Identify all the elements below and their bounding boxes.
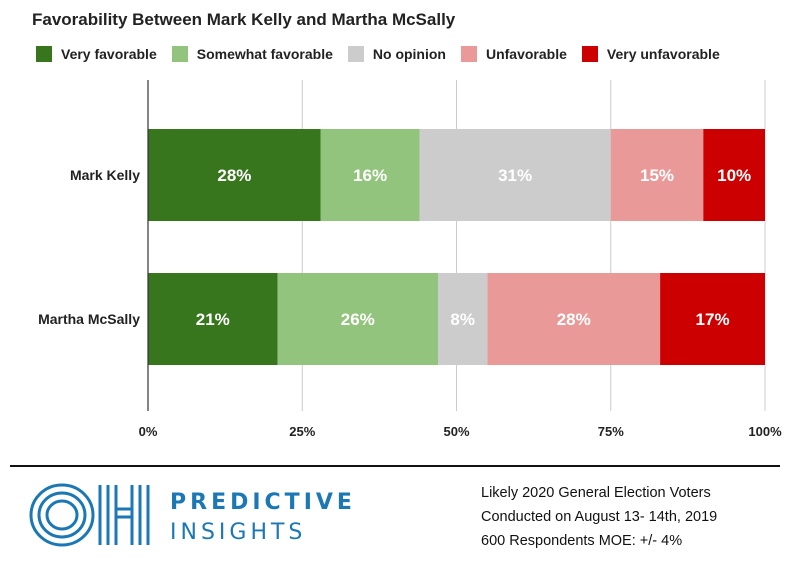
bar-segment bbox=[703, 129, 765, 221]
bar-segment bbox=[148, 129, 321, 221]
legend-item-very-unfavorable: Very unfavorable bbox=[581, 46, 720, 62]
legend-item-no-opinion: No opinion bbox=[347, 46, 446, 62]
x-tick-label: 25% bbox=[289, 424, 315, 439]
data-label: 17% bbox=[696, 310, 730, 329]
data-label: 28% bbox=[217, 166, 251, 185]
legend-label-very-favorable: Very favorable bbox=[61, 46, 157, 62]
legend-item-very-favorable: Very favorable bbox=[36, 46, 157, 62]
legend-label-no-opinion: No opinion bbox=[372, 46, 446, 62]
bar-segment bbox=[148, 273, 278, 365]
legend-label-unfavorable: Unfavorable bbox=[485, 46, 567, 62]
x-tick-label: 0% bbox=[139, 424, 158, 439]
bar-segment bbox=[277, 273, 438, 365]
chart-legend: Very favorable Somewhat favorable No opi… bbox=[36, 44, 735, 64]
footnote-moe: 600 Respondents MOE: +/- 4% bbox=[481, 533, 683, 549]
category-label: Martha McSally bbox=[38, 311, 140, 327]
category-label: Mark Kelly bbox=[70, 167, 140, 183]
legend-swatch-somewhat-favorable bbox=[171, 46, 188, 62]
brand-name-line2: INSIGHTS bbox=[170, 520, 307, 545]
data-label: 16% bbox=[353, 166, 387, 185]
legend-label-somewhat-favorable: Somewhat favorable bbox=[196, 46, 333, 62]
chart-title: Favorability Between Mark Kelly and Mart… bbox=[32, 10, 456, 29]
bar-segment bbox=[437, 273, 488, 365]
legend-swatch-very-favorable bbox=[36, 46, 52, 62]
legend-swatch-very-unfavorable bbox=[581, 46, 598, 62]
legend-item-somewhat-favorable: Somewhat favorable bbox=[171, 46, 333, 62]
data-label: 8% bbox=[450, 310, 475, 329]
bar-segment bbox=[660, 273, 765, 365]
legend-item-unfavorable: Unfavorable bbox=[460, 46, 567, 62]
legend-swatch-unfavorable bbox=[460, 46, 477, 62]
footnote-dates: Conducted on August 13- 14th, 2019 bbox=[481, 509, 718, 525]
bar-segment bbox=[419, 129, 611, 221]
data-label: 21% bbox=[196, 310, 230, 329]
bar-segment bbox=[610, 129, 704, 221]
x-tick-label: 100% bbox=[748, 424, 782, 439]
brand-name-line1: PREDICTIVE bbox=[170, 490, 356, 515]
bar-segment bbox=[320, 129, 420, 221]
data-label: 26% bbox=[341, 310, 375, 329]
legend-label-very-unfavorable: Very unfavorable bbox=[606, 46, 720, 62]
data-label: 15% bbox=[640, 166, 674, 185]
x-tick-label: 75% bbox=[598, 424, 624, 439]
bar-segment bbox=[487, 273, 661, 365]
x-tick-label: 50% bbox=[443, 424, 469, 439]
stacked-bar-chart: 0% 25% 50% 75% 100% 28% 16% 31% 15% 10% Mark Kelly… bbox=[38, 80, 782, 439]
data-label: 28% bbox=[557, 310, 591, 329]
footer-divider bbox=[10, 465, 780, 467]
footnote-sample: Likely 2020 General Election Voters bbox=[481, 485, 711, 501]
data-label: 31% bbox=[498, 166, 532, 185]
data-label: 10% bbox=[717, 166, 751, 185]
oh-logo-icon bbox=[29, 483, 150, 547]
legend-swatch-no-opinion bbox=[347, 46, 364, 62]
